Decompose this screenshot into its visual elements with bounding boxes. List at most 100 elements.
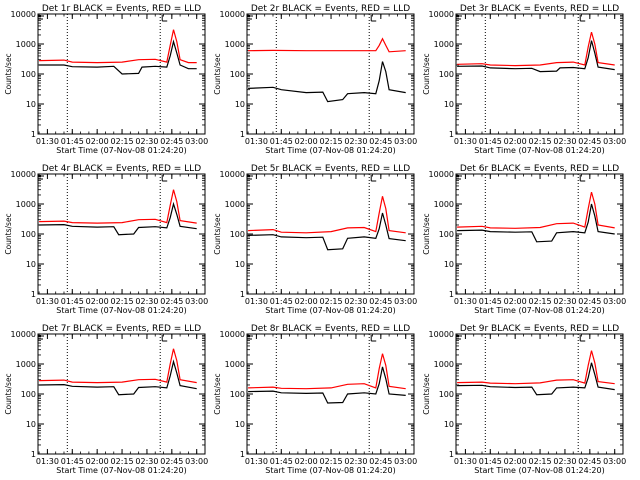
x-tick-label: 03:00 xyxy=(185,137,208,146)
y-axis-label: Counts/sec xyxy=(4,53,13,94)
marker-bracket xyxy=(579,335,586,342)
y-tick-label: 1 xyxy=(449,290,454,299)
series-line-lld xyxy=(248,353,406,390)
x-tick-label: 02:30 xyxy=(553,297,576,306)
series-line-events xyxy=(457,40,615,73)
y-tick-label: 10 xyxy=(444,100,454,109)
x-tick-label: 03:00 xyxy=(394,457,417,466)
series-line-lld xyxy=(248,37,406,53)
y-tick-label: 1000 xyxy=(225,360,245,369)
x-tick-label: 03:00 xyxy=(603,457,626,466)
y-tick-label: 10000 xyxy=(11,170,36,179)
y-tick-label: 10000 xyxy=(11,10,36,19)
x-tick-label: 01:30 xyxy=(36,297,59,306)
series-line-events xyxy=(457,203,615,243)
y-tick-label: 1 xyxy=(31,290,36,299)
x-tick-label: 02:00 xyxy=(86,297,109,306)
x-tick-label: 02:15 xyxy=(111,457,134,466)
series-line-lld xyxy=(248,196,406,234)
x-tick-label: 03:00 xyxy=(603,137,626,146)
series-line-events xyxy=(457,362,615,396)
x-tick-label: 01:30 xyxy=(454,457,477,466)
plot-title: Det 9r BLACK = Events, RED = LLD xyxy=(460,324,619,334)
panel-9: Det 9r BLACK = Events, RED = LLD 1 10 100 10… xyxy=(422,324,626,475)
plot-frame xyxy=(246,13,415,135)
y-axis-label: Counts/sec xyxy=(4,213,13,254)
x-tick-label: 01:30 xyxy=(245,137,268,146)
y-tick-label: 10 xyxy=(235,100,245,109)
y-tick-label: 10000 xyxy=(429,330,454,339)
x-tick-label: 02:45 xyxy=(160,457,183,466)
plot-title: Det 8r BLACK = Events, RED = LLD xyxy=(251,324,410,334)
series-line-events xyxy=(248,61,406,103)
y-tick-label: 1000 xyxy=(225,200,245,209)
y-tick-label: 100 xyxy=(21,230,36,239)
y-tick-label: 1000 xyxy=(16,200,36,209)
x-tick-label: 03:00 xyxy=(603,297,626,306)
marker-bracket xyxy=(370,175,377,182)
x-tick-label: 02:30 xyxy=(553,457,576,466)
y-tick-label: 1000 xyxy=(434,200,454,209)
marker-bracket xyxy=(161,175,168,182)
x-tick-label: 03:00 xyxy=(394,297,417,306)
y-tick-label: 100 xyxy=(230,390,245,399)
y-axis-label: Counts/sec xyxy=(422,53,431,94)
x-tick-label: 02:30 xyxy=(344,137,367,146)
y-axis-label: Counts/sec xyxy=(4,373,13,414)
x-tick-label: 02:15 xyxy=(320,457,343,466)
plot-title: Det 1r BLACK = Events, RED = LLD xyxy=(42,4,201,14)
series-line-lld xyxy=(457,31,615,67)
x-tick-label: 01:45 xyxy=(61,297,84,306)
marker-bracket xyxy=(161,335,168,342)
y-tick-label: 1 xyxy=(449,450,454,459)
marker-bracket xyxy=(579,175,586,182)
x-tick-label: 02:45 xyxy=(369,457,392,466)
x-axis-label: Start Time (07-Nov-08 01:24:20) xyxy=(265,466,395,475)
y-tick-label: 10000 xyxy=(429,170,454,179)
y-tick-label: 10 xyxy=(235,260,245,269)
y-tick-label: 1 xyxy=(240,130,245,139)
y-tick-label: 100 xyxy=(439,390,454,399)
y-tick-label: 10000 xyxy=(11,330,36,339)
x-axis-label: Start Time (07-Nov-08 01:24:20) xyxy=(265,146,395,155)
plot-title: Det 7r BLACK = Events, RED = LLD xyxy=(42,324,201,334)
x-tick-label: 02:30 xyxy=(135,297,158,306)
x-tick-label: 02:45 xyxy=(369,137,392,146)
x-tick-label: 01:45 xyxy=(479,457,502,466)
x-tick-label: 02:00 xyxy=(86,137,109,146)
y-tick-label: 10 xyxy=(444,260,454,269)
x-tick-label: 01:30 xyxy=(245,457,268,466)
x-tick-label: 02:45 xyxy=(369,297,392,306)
x-tick-label: 02:45 xyxy=(578,137,601,146)
x-tick-label: 01:45 xyxy=(61,137,84,146)
x-tick-label: 02:45 xyxy=(160,137,183,146)
y-tick-label: 1 xyxy=(449,130,454,139)
y-tick-label: 1000 xyxy=(434,360,454,369)
y-tick-label: 1000 xyxy=(16,40,36,49)
marker-bracket xyxy=(370,335,377,342)
x-tick-label: 02:30 xyxy=(135,457,158,466)
y-axis-label: Counts/sec xyxy=(213,373,222,414)
y-tick-label: 100 xyxy=(439,70,454,79)
y-axis-label: Counts/sec xyxy=(422,373,431,414)
y-tick-label: 100 xyxy=(230,70,245,79)
plot-frame xyxy=(455,13,624,135)
y-axis-label: Counts/sec xyxy=(213,53,222,94)
y-axis-label: Counts/sec xyxy=(422,213,431,254)
x-tick-label: 02:30 xyxy=(135,137,158,146)
plot-title: Det 6r BLACK = Events, RED = LLD xyxy=(460,164,619,174)
x-tick-label: 02:00 xyxy=(504,137,527,146)
x-tick-label: 02:30 xyxy=(553,137,576,146)
y-tick-label: 1000 xyxy=(434,40,454,49)
panel-4: Det 4r BLACK = Events, RED = LLD 1 10 100 10… xyxy=(4,164,208,315)
x-tick-label: 03:00 xyxy=(185,297,208,306)
x-axis-label: Start Time (07-Nov-08 01:24:20) xyxy=(265,306,395,315)
y-tick-label: 10 xyxy=(26,420,36,429)
series-line-lld xyxy=(457,191,615,229)
marker-bracket xyxy=(161,15,168,22)
series-line-events xyxy=(248,212,406,251)
x-tick-label: 02:00 xyxy=(295,457,318,466)
x-axis-label: Start Time (07-Nov-08 01:24:20) xyxy=(474,466,604,475)
y-tick-label: 100 xyxy=(21,390,36,399)
